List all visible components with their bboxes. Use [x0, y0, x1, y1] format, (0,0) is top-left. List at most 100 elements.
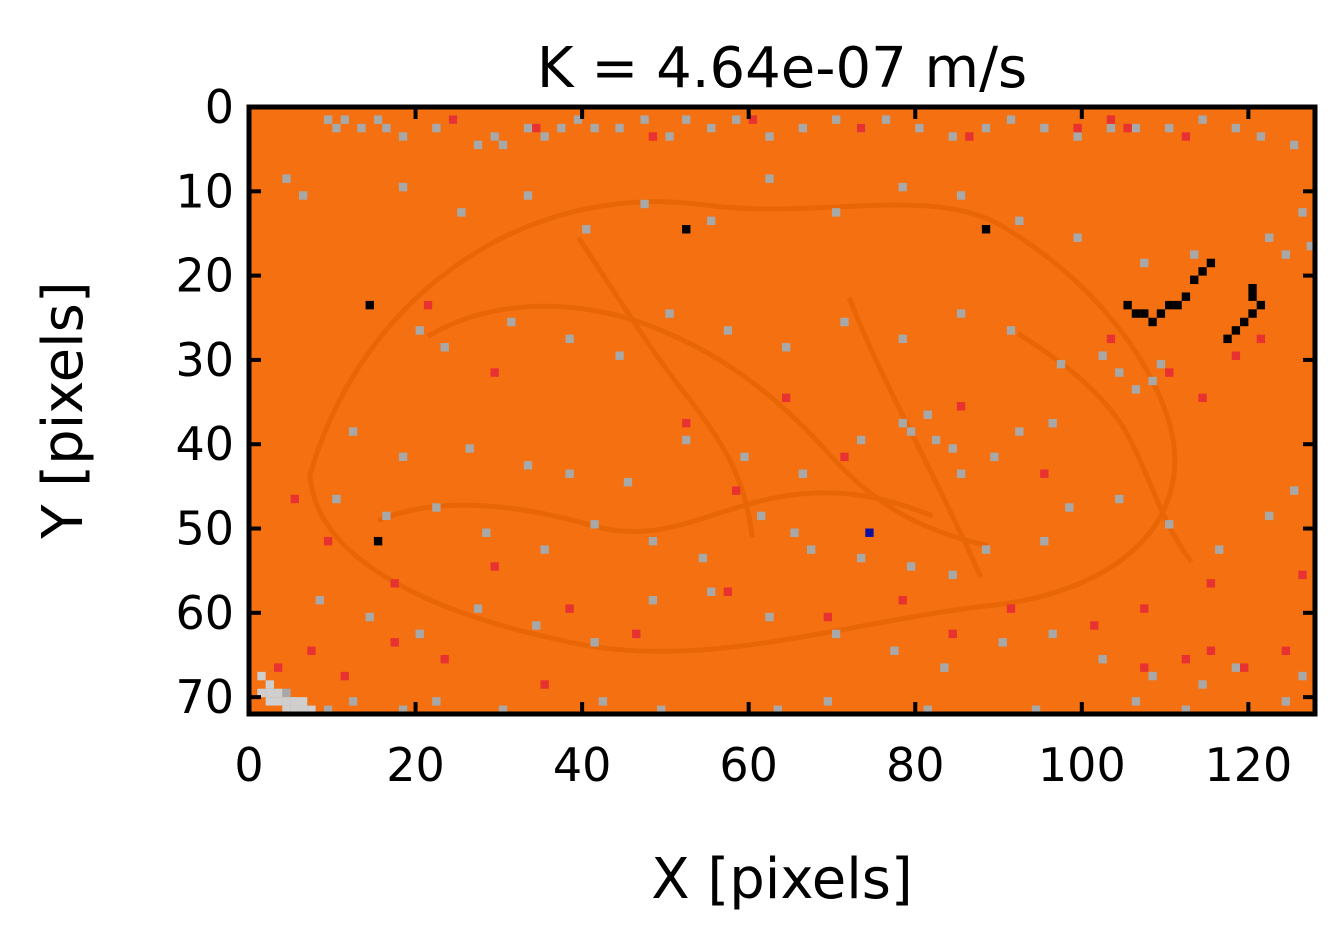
gray-cell — [840, 317, 849, 327]
gray-cell — [898, 418, 907, 428]
gray-cell — [823, 697, 832, 706]
red-cell — [490, 562, 499, 571]
red-cell — [648, 132, 658, 141]
black-cell — [1173, 300, 1182, 310]
red-cell — [1073, 123, 1082, 133]
red-cell — [490, 368, 499, 377]
y-axis-label: Y [pixels] — [31, 281, 96, 539]
gray-cell — [806, 545, 816, 554]
red-cell — [956, 402, 966, 411]
gray-cell — [1006, 326, 1016, 335]
black-cell — [1248, 309, 1257, 318]
gray-cell — [1006, 115, 1016, 124]
red-cell — [1206, 579, 1216, 588]
gray-cell — [565, 334, 574, 344]
x-tick-label: 60 — [719, 738, 778, 792]
light-gray-cell — [257, 671, 266, 681]
light-gray-cell — [298, 697, 308, 706]
gray-cell — [1140, 258, 1149, 268]
red-cell — [840, 452, 849, 462]
gray-cell — [1265, 233, 1274, 242]
red-cell — [632, 629, 641, 639]
gray-cell — [565, 469, 574, 478]
gray-cell — [956, 309, 966, 318]
texture-line — [426, 303, 988, 548]
gray-cell — [981, 545, 991, 554]
gray-cell — [898, 334, 907, 344]
gray-cell — [1065, 503, 1074, 512]
gray-cell — [1165, 123, 1174, 133]
gray-cell — [707, 216, 716, 226]
black-cell — [1148, 317, 1157, 327]
black-cell — [1165, 300, 1174, 310]
texture-line — [306, 199, 1178, 654]
black-cell — [1223, 334, 1232, 344]
gray-cell — [1048, 629, 1057, 639]
gray-cell — [707, 123, 716, 133]
gray-cell — [473, 140, 483, 150]
x-axis-ticks: 0 20 40 60 80 100 120 — [234, 107, 1292, 792]
texture-line — [576, 236, 755, 538]
black-cell — [1156, 309, 1166, 318]
gray-cell — [357, 123, 366, 133]
red-cell — [898, 595, 907, 605]
black-cell — [1123, 300, 1132, 310]
gray-cell — [1040, 536, 1049, 546]
red-cell — [748, 115, 758, 124]
gray-cell — [1215, 545, 1224, 554]
gray-cell — [798, 469, 807, 478]
gray-cell — [890, 646, 899, 655]
light-gray-cell — [273, 688, 283, 698]
x-tick-label: 100 — [1038, 738, 1126, 792]
gray-cell — [282, 688, 291, 698]
light-gray-cell — [265, 697, 274, 706]
red-cell — [1231, 351, 1241, 360]
x-tick-label: 80 — [886, 738, 945, 792]
gray-cell — [956, 469, 966, 478]
black-cell — [1206, 258, 1216, 268]
red-cell — [782, 393, 791, 403]
blue-cell — [865, 528, 874, 537]
black-cell — [1181, 292, 1191, 301]
black-cell — [373, 536, 383, 546]
black-cell — [1140, 309, 1149, 318]
red-cell — [423, 300, 433, 310]
gray-cell — [432, 697, 441, 706]
gray-cell — [348, 697, 358, 706]
gray-cell — [1165, 520, 1174, 529]
red-cell — [823, 612, 832, 622]
gray-cell — [498, 705, 508, 714]
gray-cell — [1131, 123, 1141, 133]
black-cell — [1240, 317, 1249, 327]
gray-cell — [1073, 132, 1082, 141]
gray-cell — [1115, 494, 1124, 504]
black-cell — [1198, 267, 1207, 276]
y-tick-label: 10 — [175, 164, 234, 218]
gray-cell — [1106, 123, 1116, 133]
gray-cell — [1306, 241, 1315, 251]
gray-cell — [573, 115, 583, 124]
chart-title: K = 4.64e-07 m/s — [537, 36, 1027, 101]
red-cell — [1256, 334, 1266, 344]
gray-cell — [365, 612, 374, 622]
gray-cell — [323, 115, 333, 124]
gray-cell — [590, 520, 599, 529]
gray-cell — [923, 410, 932, 419]
red-cell — [1240, 663, 1249, 672]
red-cell — [1298, 570, 1307, 580]
gray-cell — [398, 182, 408, 192]
light-gray-cell — [282, 705, 291, 714]
red-cell — [448, 115, 458, 124]
red-cell — [1123, 123, 1132, 133]
red-cell — [540, 680, 549, 689]
gray-cell — [1198, 115, 1207, 124]
heatmap-area — [249, 107, 1315, 714]
gray-cell — [657, 705, 666, 714]
gray-cell — [398, 705, 408, 714]
gray-cell — [665, 132, 674, 141]
red-cell — [1140, 604, 1149, 613]
gray-cell — [1231, 663, 1241, 672]
gray-cell — [482, 528, 491, 537]
black-cell — [1231, 326, 1241, 335]
gray-cell — [1190, 250, 1199, 259]
